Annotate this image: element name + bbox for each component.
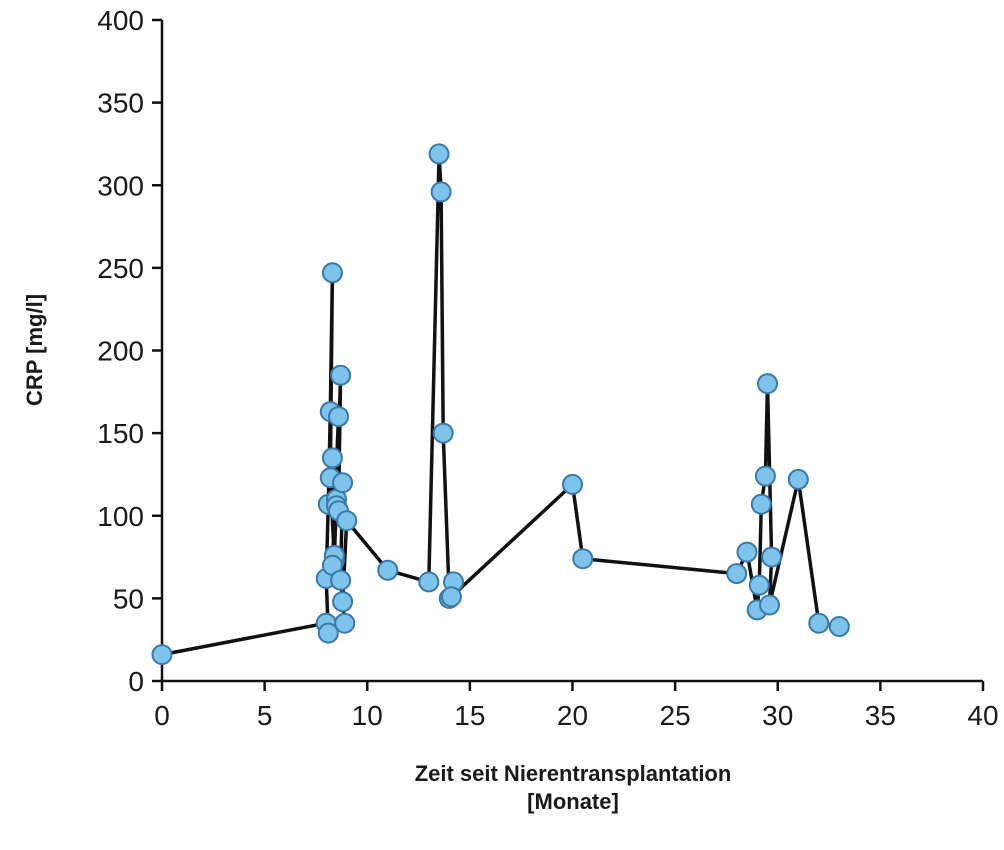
y-tick-label: 400 xyxy=(97,5,144,36)
data-point xyxy=(334,612,356,634)
x-tick-label: 10 xyxy=(352,700,383,731)
data-point xyxy=(787,468,809,490)
y-tick-label: 50 xyxy=(113,583,144,614)
data-point xyxy=(428,143,450,165)
data-point xyxy=(332,472,354,494)
data-point xyxy=(321,262,343,284)
x-axis-title: Zeit seit Nierentransplantation xyxy=(415,761,732,786)
axes: 0 50 100 150 200 250 300 350 400 0 5 10 15 20 25 30 35 40 xyxy=(97,5,998,731)
data-point xyxy=(562,473,583,495)
y-tick-label: 100 xyxy=(97,501,144,532)
x-tick-label: 0 xyxy=(154,700,170,731)
x-tick-label: 35 xyxy=(865,700,896,731)
y-tick-label: 300 xyxy=(97,170,144,201)
x-tick-label: 15 xyxy=(454,700,485,731)
y-tick-label: 200 xyxy=(97,336,144,367)
x-tick-label: 20 xyxy=(557,700,588,731)
data-point xyxy=(432,422,454,444)
y-tick-label: 350 xyxy=(97,88,144,119)
y-tick-label: 0 xyxy=(128,666,144,697)
x-tick-label: 40 xyxy=(967,700,998,731)
data-point xyxy=(757,373,778,395)
series-layer xyxy=(151,143,850,666)
x-tick-label: 25 xyxy=(660,700,691,731)
data-point xyxy=(332,591,354,613)
data-point xyxy=(151,644,173,666)
x-axis-title: [Monate] xyxy=(527,789,619,814)
data-point xyxy=(330,569,352,591)
data-point xyxy=(328,406,349,428)
data-point xyxy=(808,612,830,634)
data-point xyxy=(754,465,776,487)
y-tick-label: 150 xyxy=(97,418,144,449)
data-point xyxy=(317,622,339,644)
data-point xyxy=(418,571,440,593)
y-axis-title: CRP [mg/l] xyxy=(22,294,47,406)
data-point xyxy=(330,364,352,386)
data-point xyxy=(377,559,399,581)
data-point xyxy=(430,181,452,203)
data-point xyxy=(748,574,770,596)
data-point xyxy=(736,541,758,563)
data-point xyxy=(336,510,358,532)
x-tick-label: 30 xyxy=(762,700,793,731)
y-tick-label: 250 xyxy=(97,253,144,284)
data-point xyxy=(321,447,343,469)
data-point xyxy=(440,586,462,608)
data-point xyxy=(759,594,780,616)
data-point xyxy=(761,546,783,568)
data-point xyxy=(726,563,748,585)
axis-titles: Zeit seit Nierentransplantation [Monate] C… xyxy=(22,294,731,814)
data-point xyxy=(572,548,594,570)
x-tick-label: 5 xyxy=(257,700,273,731)
data-point xyxy=(828,616,850,637)
data-point xyxy=(750,493,772,515)
